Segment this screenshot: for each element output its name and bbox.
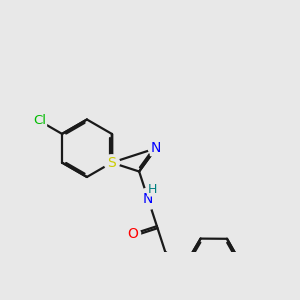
Text: N: N: [143, 192, 153, 206]
Text: Cl: Cl: [33, 114, 46, 128]
Text: O: O: [128, 227, 138, 241]
Circle shape: [137, 188, 158, 209]
Circle shape: [125, 226, 141, 242]
Text: S: S: [107, 156, 116, 170]
Text: H: H: [148, 182, 157, 196]
Text: N: N: [151, 141, 161, 155]
Circle shape: [148, 140, 164, 156]
Circle shape: [104, 155, 119, 170]
